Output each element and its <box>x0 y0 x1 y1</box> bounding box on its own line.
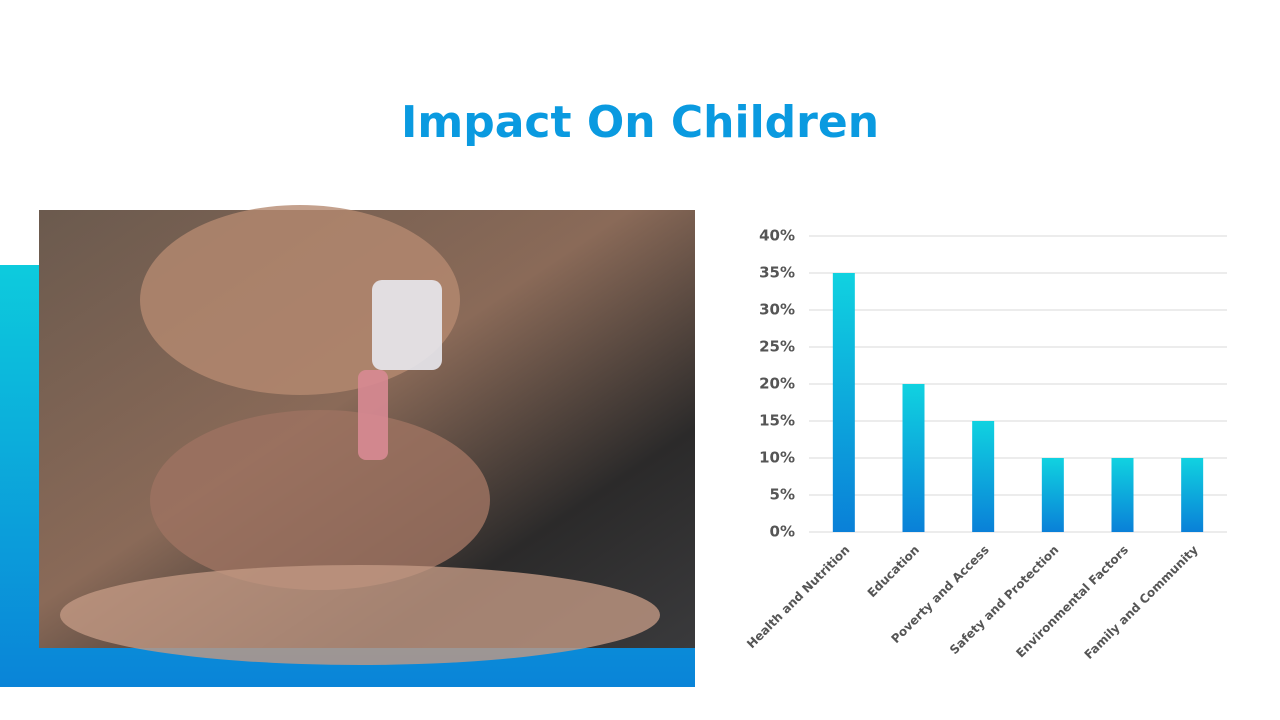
x-tick-label: Environmental Factors <box>1013 543 1131 661</box>
slide-title: Impact On Children <box>401 97 879 148</box>
bar <box>832 273 855 532</box>
bar <box>972 421 995 532</box>
y-tick-label: 15% <box>759 412 795 430</box>
y-tick-label: 30% <box>759 301 795 319</box>
y-tick-label: 35% <box>759 264 795 282</box>
x-tick-label: Family and Community <box>1082 543 1201 662</box>
y-tick-label: 20% <box>759 375 795 393</box>
y-tick-label: 5% <box>770 486 795 504</box>
bar-chart: 0% 5% 10% 15% 20% 25% 30% 35% 40% Health and Nutr… <box>744 227 1227 662</box>
x-tick-label: Health and Nutrition <box>744 543 852 651</box>
y-tick-label: 10% <box>759 449 795 467</box>
y-tick-label: 0% <box>770 523 795 541</box>
bar <box>1111 458 1134 532</box>
y-tick-label: 25% <box>759 338 795 356</box>
bar <box>1041 458 1064 532</box>
bar <box>1181 458 1204 532</box>
y-tick-label: 40% <box>759 227 795 245</box>
photo <box>39 205 695 665</box>
x-tick-label: Education <box>865 543 922 600</box>
bar <box>902 384 925 532</box>
